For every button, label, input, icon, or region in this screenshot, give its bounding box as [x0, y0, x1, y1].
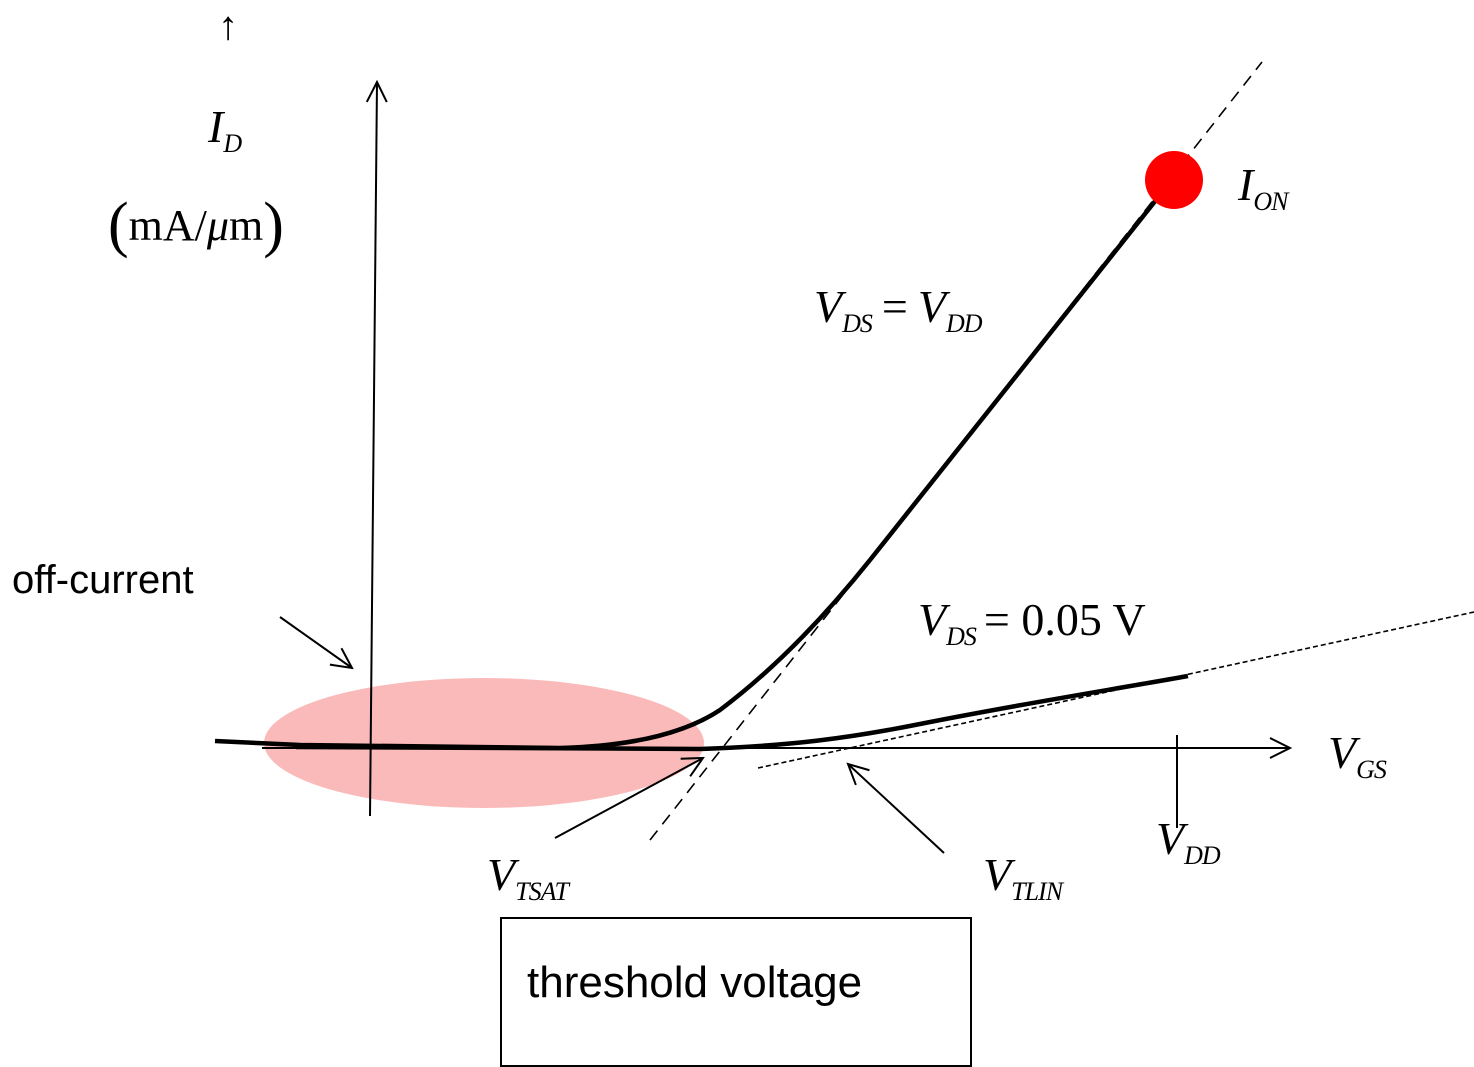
- vds-vdd-v2: V: [917, 281, 946, 332]
- linear-curve: [295, 673, 1189, 752]
- units-text: mA/: [128, 201, 207, 250]
- vgs-v: V: [1328, 727, 1357, 778]
- vds-lin-v: V: [918, 594, 947, 645]
- off-current-pointer: [279, 616, 352, 668]
- vds-lin-s: DS: [946, 622, 977, 651]
- id-main: I: [208, 101, 224, 152]
- ion-main: I: [1238, 159, 1254, 210]
- threshold-voltage-label: threshold voltage: [527, 958, 863, 1007]
- vdd-s: DD: [1184, 841, 1221, 870]
- vtlin-pointer: [848, 764, 945, 854]
- vds-vdd-v1: V: [814, 281, 843, 332]
- lin-extrapolation-line: [757, 611, 1474, 769]
- vds-lin-eq: = 0.05 V: [983, 594, 1146, 645]
- vds-vdd-s1: DS: [842, 309, 873, 338]
- vgs-s: GS: [1356, 755, 1387, 784]
- vtsat-label: VTSAT: [487, 848, 569, 906]
- y-up-arrow: ↑: [218, 3, 238, 48]
- units-m: m: [228, 201, 264, 250]
- id-sub: D: [223, 129, 242, 158]
- vtlin-v: V: [983, 849, 1012, 900]
- ion-sub: ON: [1253, 187, 1288, 216]
- units-mu: μ: [206, 201, 229, 250]
- vdd-label: VDD: [1156, 812, 1221, 870]
- ion-label: ION: [1238, 158, 1288, 216]
- saturation-curve: [214, 193, 1162, 751]
- vtsat-pointer: [554, 758, 703, 839]
- vtsat-v: V: [487, 849, 516, 900]
- ion-marker: [1145, 151, 1203, 209]
- off-current-region: [264, 678, 704, 808]
- units-close: ): [263, 191, 284, 259]
- vds-vdd-label: VDS = VDD: [814, 280, 983, 338]
- vds-lin-label: VDS = 0.05 V: [918, 593, 1146, 651]
- vds-vdd-s2: DD: [945, 309, 983, 338]
- y-axis-label: ID: [208, 100, 242, 158]
- y-axis-units: (mA/μm): [108, 185, 284, 259]
- vdd-v: V: [1156, 813, 1185, 864]
- x-axis-label: VGS: [1328, 726, 1387, 784]
- vtlin-label: VTLIN: [983, 848, 1063, 906]
- vtlin-s: TLIN: [1011, 877, 1063, 906]
- units-open: (: [108, 191, 129, 259]
- y-axis: [370, 82, 377, 817]
- vtsat-s: TSAT: [515, 877, 569, 906]
- off-current-label: off-current: [12, 558, 194, 602]
- vds-vdd-eq: =: [881, 281, 908, 332]
